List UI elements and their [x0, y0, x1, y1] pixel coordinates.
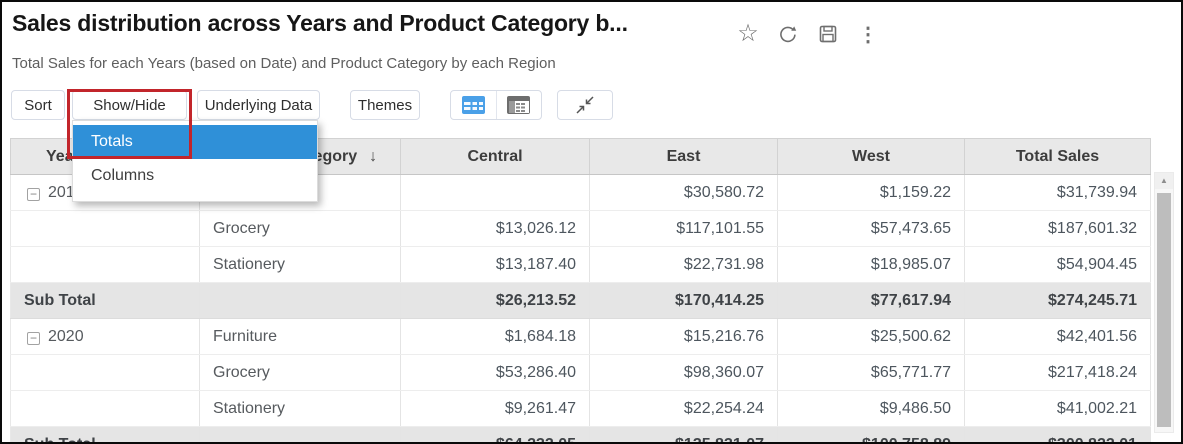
value-cell-east[interactable]: $117,101.55	[589, 210, 778, 247]
show-hide-button[interactable]: Show/Hide	[72, 90, 187, 120]
value-cell-total[interactable]: $217,418.24	[964, 354, 1151, 391]
value-cell-west[interactable]: $9,486.50	[777, 390, 965, 427]
save-icon[interactable]	[816, 22, 840, 46]
value-cell-total[interactable]: $300,822.01	[964, 426, 1151, 442]
subtotal-label-cell: Sub Total	[10, 426, 200, 442]
underlying-data-button[interactable]: Underlying Data	[197, 90, 320, 120]
value-cell-central[interactable]: $9,261.47	[400, 390, 590, 427]
value-cell-central[interactable]	[400, 174, 590, 211]
dropdown-item-columns[interactable]: Columns	[91, 167, 155, 184]
view-toggle-group	[450, 90, 542, 120]
table-view-button[interactable]	[451, 91, 496, 119]
collapse-row-icon[interactable]: −	[27, 187, 40, 201]
collapse-row-icon[interactable]: −	[27, 331, 40, 345]
scroll-up-icon: ▲	[1160, 176, 1168, 185]
refresh-icon[interactable]	[776, 22, 800, 46]
category-cell	[199, 426, 401, 442]
scroll-up-button[interactable]: ▲	[1155, 173, 1173, 189]
value-cell-east[interactable]: $98,360.07	[589, 354, 778, 391]
column-header-west[interactable]: West	[777, 138, 965, 175]
pivot-table-icon	[507, 96, 531, 114]
favorite-star-icon[interactable]: ☆	[737, 20, 759, 47]
page-subtitle: Total Sales for each Years (based on Dat…	[12, 55, 556, 72]
dropdown-item-totals[interactable]: Totals	[73, 125, 317, 159]
value-cell-east[interactable]: $15,216.76	[589, 318, 778, 355]
show-hide-dropdown: Totals Columns	[72, 120, 318, 202]
value-cell-total[interactable]: $187,601.32	[964, 210, 1151, 247]
category-cell[interactable]: Stationery	[199, 390, 401, 427]
table-icon	[461, 96, 485, 114]
collapse-button[interactable]	[557, 90, 613, 120]
subtotal-label-cell: Sub Total	[10, 282, 200, 319]
more-options-icon[interactable]: ⋮	[858, 23, 878, 46]
table-row: Grocery $53,286.40 $98,360.07 $65,771.77…	[10, 354, 1151, 391]
page-title: Sales distribution across Years and Prod…	[12, 10, 628, 36]
subtotal-row: Sub Total $26,213.52 $170,414.25 $77,617…	[10, 282, 1151, 319]
value-cell-total[interactable]: $54,904.45	[964, 246, 1151, 283]
sort-button[interactable]: Sort	[11, 90, 65, 120]
table-row: Stationery $13,187.40 $22,731.98 $18,985…	[10, 246, 1151, 283]
table-row: Grocery $13,026.12 $117,101.55 $57,473.6…	[10, 210, 1151, 247]
value-cell-total[interactable]: $31,739.94	[964, 174, 1151, 211]
subtotal-row: Sub Total $64,232.05 $135,831.07 $100,75…	[10, 426, 1151, 442]
year-cell[interactable]: −2020	[10, 318, 200, 355]
value-cell-east[interactable]: $30,580.72	[589, 174, 778, 211]
year-cell	[10, 210, 200, 247]
column-header-central[interactable]: Central	[400, 138, 590, 175]
themes-button[interactable]: Themes	[350, 90, 420, 120]
year-cell	[10, 246, 200, 283]
value-cell-east[interactable]: $170,414.25	[589, 282, 778, 319]
category-cell[interactable]: Grocery	[199, 210, 401, 247]
table-row: −2020 Furniture $1,684.18 $15,216.76 $25…	[10, 318, 1151, 355]
year-cell	[10, 354, 200, 391]
year-cell	[10, 390, 200, 427]
category-cell	[199, 282, 401, 319]
vertical-scrollbar[interactable]: ▲	[1154, 172, 1174, 433]
value-cell-central[interactable]: $53,286.40	[400, 354, 590, 391]
value-cell-total[interactable]: $274,245.71	[964, 282, 1151, 319]
category-cell[interactable]: Furniture	[199, 318, 401, 355]
value-cell-total[interactable]: $42,401.56	[964, 318, 1151, 355]
category-cell[interactable]: Stationery	[199, 246, 401, 283]
value-cell-east[interactable]: $135,831.07	[589, 426, 778, 442]
category-cell[interactable]: Grocery	[199, 354, 401, 391]
value-cell-west[interactable]: $25,500.62	[777, 318, 965, 355]
value-cell-total[interactable]: $41,002.21	[964, 390, 1151, 427]
sort-descending-icon: ↓	[369, 147, 378, 165]
value-cell-east[interactable]: $22,731.98	[589, 246, 778, 283]
value-cell-central[interactable]: $13,026.12	[400, 210, 590, 247]
column-header-total-sales[interactable]: Total Sales	[964, 138, 1151, 175]
value-cell-west[interactable]: $57,473.65	[777, 210, 965, 247]
value-cell-west[interactable]: $18,985.07	[777, 246, 965, 283]
value-cell-west[interactable]: $1,159.22	[777, 174, 965, 211]
value-cell-west[interactable]: $100,758.89	[777, 426, 965, 442]
collapse-arrows-icon	[576, 96, 594, 114]
value-cell-central[interactable]: $1,684.18	[400, 318, 590, 355]
value-cell-east[interactable]: $22,254.24	[589, 390, 778, 427]
table-row: Stationery $9,261.47 $22,254.24 $9,486.5…	[10, 390, 1151, 427]
value-cell-central[interactable]: $64,232.05	[400, 426, 590, 442]
column-header-east[interactable]: East	[589, 138, 778, 175]
value-cell-west[interactable]: $65,771.77	[777, 354, 965, 391]
value-cell-central[interactable]: $13,187.40	[400, 246, 590, 283]
value-cell-central[interactable]: $26,213.52	[400, 282, 590, 319]
scrollbar-thumb[interactable]	[1157, 193, 1171, 427]
pivot-view-button[interactable]	[495, 91, 542, 119]
value-cell-west[interactable]: $77,617.94	[777, 282, 965, 319]
title-actions: ☆ ⋮	[736, 22, 880, 46]
